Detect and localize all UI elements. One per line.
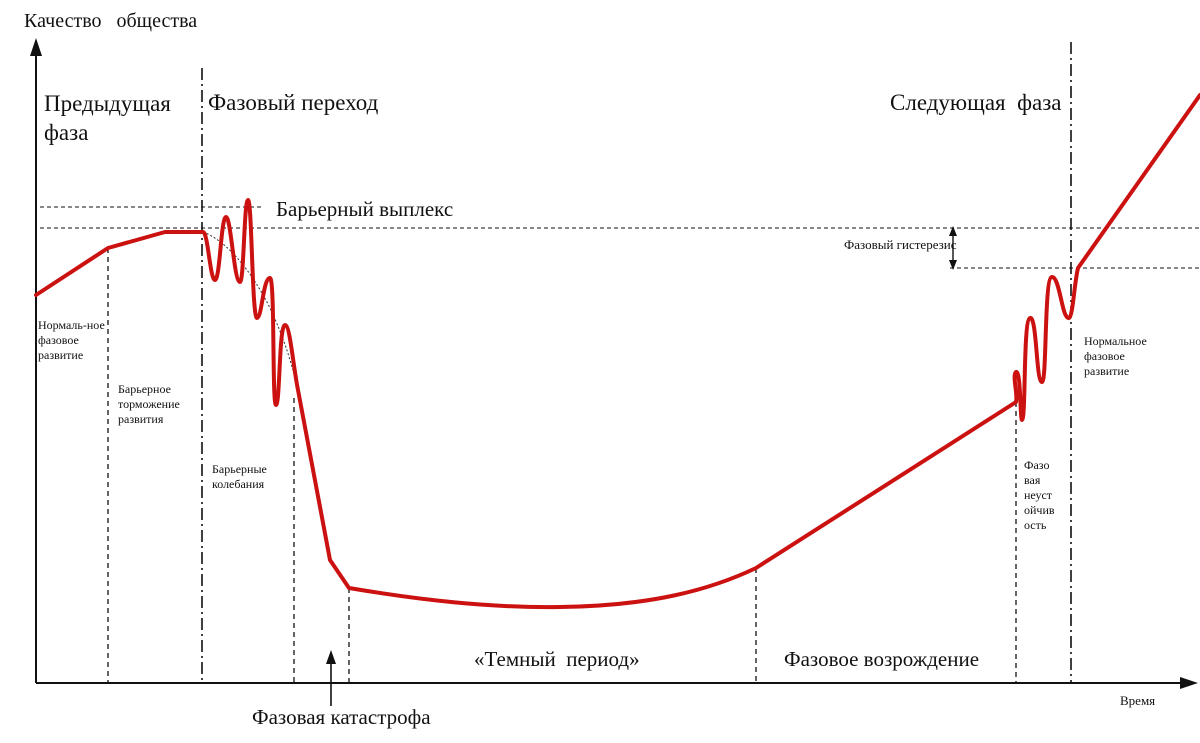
x-axis-label: Время	[1120, 693, 1156, 708]
phase-next-label: Следующая фаза	[890, 90, 1062, 115]
hysteresis-arrow-top	[949, 226, 957, 236]
normal-development-left-label: Нормаль-ное фазовое развитие	[38, 318, 105, 362]
phase-hysteresis-label: Фазовый гистерезис	[844, 237, 957, 252]
y-axis-arrow	[30, 38, 42, 56]
hysteresis-arrow-bottom	[949, 260, 957, 270]
phase-previous-label: Предыдущая фаза	[44, 91, 171, 145]
phase-instability-label: Фазо вая неуст ойчив ость	[1024, 458, 1055, 532]
barrier-spike-label: Барьерный выплекс	[276, 197, 454, 221]
y-axis-label: Качество общества	[24, 10, 198, 32]
barrier-oscillations-label: Барьерные колебания	[212, 462, 267, 491]
phase-catastrophe-label: Фазовая катастрофа	[252, 705, 431, 729]
normal-development-right-label: Нормальное фазовое развитие	[1084, 334, 1147, 378]
barrier-braking-label: Барьерное торможение развития	[118, 382, 180, 426]
phase-transition-label: Фазовый переход	[208, 90, 379, 115]
catastrophe-pointer-head	[326, 650, 336, 664]
quality-curve	[34, 93, 1200, 610]
x-axis-arrow	[1180, 677, 1198, 689]
phase-revival-label: Фазовое возрождение	[784, 647, 980, 671]
dark-period-label: «Темный период»	[474, 647, 640, 671]
underlying-trend	[202, 231, 299, 391]
